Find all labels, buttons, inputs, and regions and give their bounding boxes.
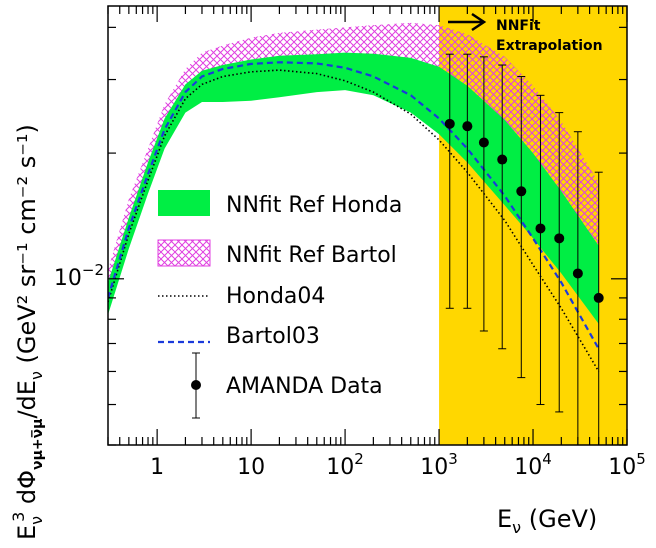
x-tick-label-base: 10 bbox=[237, 455, 265, 480]
x-axis-title-sub: ν bbox=[512, 518, 521, 537]
amanda-point bbox=[593, 292, 604, 303]
x-tick-label-base: 1 bbox=[150, 455, 164, 480]
x-tick-label: 105 bbox=[608, 450, 646, 480]
x-tick-label-base: 10 bbox=[514, 455, 542, 480]
x-tick-label: 10 bbox=[237, 455, 265, 480]
y-title-e-sub: ν bbox=[27, 516, 46, 525]
y-title-units: (GeV² sr⁻¹ cm⁻² s⁻¹) bbox=[13, 124, 41, 371]
y-title-de-sub: ν bbox=[27, 371, 46, 380]
legend-label-amanda: AMANDA Data bbox=[226, 374, 383, 399]
x-tick-label: 104 bbox=[514, 450, 552, 480]
extrapolation-annotation: NNFit Extrapolation bbox=[448, 12, 603, 54]
amanda-point bbox=[444, 118, 455, 129]
x-axis-title-e: E bbox=[497, 505, 512, 533]
x-tick-label-base: 10 bbox=[608, 455, 636, 480]
y-tick-label-exp: −2 bbox=[82, 261, 104, 279]
annotation-arrow-head bbox=[471, 12, 487, 32]
y-title-dphi: dΦ bbox=[13, 470, 41, 512]
x-tick-label-exp: 5 bbox=[636, 450, 646, 468]
x-axis-title: Eν (GeV) bbox=[497, 505, 597, 537]
series-honda-band bbox=[108, 52, 599, 324]
legend-swatch-amanda-point bbox=[191, 380, 201, 390]
x-axis-title-rest: (GeV) bbox=[521, 505, 597, 533]
y-tick-label: 10−2 bbox=[54, 261, 104, 291]
x-tick-label-base: 10 bbox=[326, 455, 354, 480]
amanda-point bbox=[535, 223, 546, 234]
axis-ticks bbox=[107, 6, 628, 446]
legend-label-bartol03: Bartol03 bbox=[226, 324, 320, 349]
legend-label-honda-band: NNfit Ref Honda bbox=[226, 193, 402, 218]
y-title-de: /dE bbox=[13, 380, 41, 418]
legend-label-honda04: Honda04 bbox=[226, 284, 325, 309]
y-tick-label-base: 10 bbox=[54, 266, 82, 291]
y-axis-title: Eν3 dΦνμ+ν̅μ/dEν (GeV² sr⁻¹ cm⁻² s⁻¹) bbox=[9, 124, 46, 540]
x-tick-label-exp: 3 bbox=[448, 450, 458, 468]
amanda-point bbox=[572, 268, 583, 279]
amanda-point bbox=[462, 121, 473, 132]
x-tick-label-base: 10 bbox=[420, 455, 448, 480]
annotation-line1: NNFit bbox=[496, 18, 541, 34]
y-title-e-sup: 3 bbox=[9, 512, 28, 522]
plot-frame bbox=[107, 5, 628, 446]
legend-swatch-bartol-band bbox=[157, 239, 211, 267]
amanda-point bbox=[554, 233, 565, 244]
x-tick-label: 1 bbox=[150, 455, 164, 480]
plot-area bbox=[108, 22, 604, 445]
annotation-line2: Extrapolation bbox=[496, 38, 603, 54]
amanda-point bbox=[516, 186, 527, 197]
x-tick-label-exp: 4 bbox=[542, 450, 552, 468]
legend: NNfit Ref Honda NNfit Ref Bartol Honda04… bbox=[157, 190, 402, 419]
x-tick-label-exp: 2 bbox=[354, 450, 364, 468]
x-tick-label: 103 bbox=[420, 450, 458, 480]
amanda-point bbox=[497, 154, 508, 165]
amanda-point bbox=[478, 137, 489, 148]
legend-swatch-honda-band bbox=[158, 190, 210, 216]
y-title-e: E bbox=[13, 525, 41, 540]
x-tick-label: 102 bbox=[326, 450, 364, 480]
series-honda04-line bbox=[108, 69, 600, 372]
legend-label-bartol-band: NNfit Ref Bartol bbox=[226, 243, 397, 268]
y-title-dphi-sub: νμ+ν̅μ bbox=[30, 419, 46, 470]
